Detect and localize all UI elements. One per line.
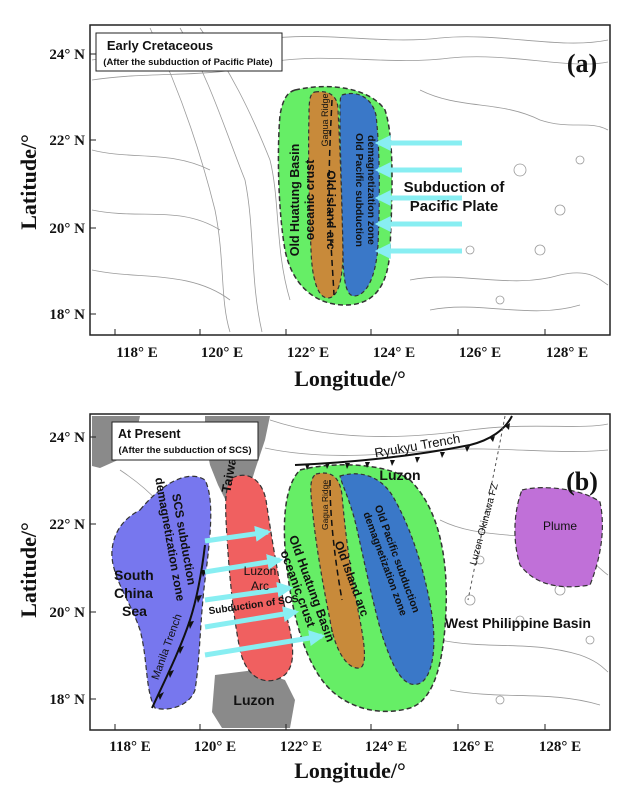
subduction-arrow (204, 581, 294, 603)
panel-b: South China Sea Manila Trench SCS subduc… (16, 413, 611, 783)
panel-a-y-ticks: 24° N 22° N 20° N 18° N (49, 47, 96, 323)
y-tick-label: 20° N (49, 605, 85, 621)
panel-a-huatung-label-2: oceanic crust (303, 159, 317, 240)
panel-b-title: At Present (118, 427, 181, 441)
scs-label-3: Sea (122, 603, 147, 619)
panel-b-subduction-arrows (204, 525, 326, 658)
x-tick-label: 118° E (116, 345, 157, 361)
luzon-land-label: Luzon (233, 692, 274, 708)
x-tick-label: 122° E (287, 345, 329, 361)
west-philippine-basin-label: West Philippine Basin (445, 615, 591, 631)
panel-b-y-axis-title: Latitude/° (16, 522, 41, 618)
panel-a-subduction-label-1: Subduction of (404, 179, 506, 196)
panel-a-tag: (a) (567, 49, 597, 78)
y-tick-label: 18° N (49, 692, 85, 708)
luzon-arc-label-2: Arc (251, 579, 269, 593)
panel-a-island-arc-label: Old island arc (324, 170, 338, 250)
subduction-arrow (204, 525, 272, 544)
panel-a-x-axis-title: Longitude/° (294, 366, 406, 391)
panel-a-pacific-label-2: demagnetization zone (365, 135, 377, 245)
panel-a-island-arc (308, 90, 344, 299)
panel-a-subduction-label-2: Pacific Plate (410, 198, 498, 215)
luzon-okinawa-fz-line (467, 415, 506, 601)
y-tick-label: 22° N (49, 133, 85, 149)
panel-a-y-axis-title: Latitude/° (16, 134, 41, 230)
panel-a-title: Early Cretaceous (107, 38, 213, 53)
panel-a-subtitle: (After the subduction of Pacific Plate) (103, 57, 272, 68)
plume-label: Plume (543, 519, 577, 533)
panel-b-gagua-ridge-line (329, 479, 343, 601)
x-tick-label: 124° E (365, 739, 407, 755)
subduction-arrow (204, 554, 284, 575)
x-tick-label: 126° E (452, 739, 494, 755)
y-tick-label: 24° N (49, 47, 85, 63)
scs-demagnetization-zone (111, 475, 212, 710)
panel-a-x-ticks: 118° E 120° E 122° E 124° E 126° E 128° … (114, 329, 588, 361)
panel-a-huatung-label-1: Old Huatung Basin (288, 144, 302, 257)
panel-a-gagua-label: Gagua Ridge (320, 93, 330, 146)
panel-a-title-box (95, 32, 283, 72)
panel-a: Old Huatung Basin oceanic crust Gagua Ri… (16, 24, 611, 391)
subduction-arrow (204, 630, 326, 658)
panel-a-pacific-label-1: Old Pacific subduction (353, 133, 365, 247)
ryukyu-luzon-trench-line (294, 415, 513, 466)
panel-b-x-ticks: 118° E 120° E 122° E 124° E 126° E 128° … (109, 724, 581, 755)
ryukyu-trench-teeth (305, 423, 510, 470)
panel-b-x-axis-title: Longitude/° (294, 758, 406, 783)
panel-b-title-box (111, 421, 259, 461)
x-tick-label: 122° E (280, 739, 322, 755)
panel-a-pacific-zone (339, 93, 380, 297)
manila-trench-line (151, 544, 206, 709)
x-tick-label: 120° E (201, 345, 243, 361)
x-tick-label: 128° E (546, 345, 588, 361)
x-tick-label: 124° E (373, 345, 415, 361)
subduction-arrow (204, 606, 300, 630)
y-tick-label: 22° N (49, 517, 85, 533)
y-tick-label: 20° N (49, 221, 85, 237)
x-tick-label: 126° E (459, 345, 501, 361)
x-tick-label: 128° E (539, 739, 581, 755)
luzon-arc-zone (225, 474, 294, 682)
panel-b-tag: (b) (566, 467, 598, 496)
y-tick-label: 18° N (49, 307, 85, 323)
panel-b-gagua-label: Gagua Ridge (320, 480, 330, 530)
x-tick-label: 118° E (109, 739, 150, 755)
manila-trench-teeth (158, 570, 207, 700)
plume-zone (514, 487, 603, 588)
y-tick-label: 24° N (49, 430, 85, 446)
panel-b-subtitle: (After the subduction of SCS) (119, 445, 252, 456)
scs-label-2: China (114, 585, 153, 601)
luzon-land (212, 670, 295, 728)
panel-b-y-ticks: 24° N 22° N 20° N 18° N (49, 430, 96, 708)
luzon-arc-label-1: Luzon (244, 564, 277, 578)
x-tick-label: 120° E (194, 739, 236, 755)
panel-a-subduction-arrows (374, 134, 462, 260)
panel-b-pacific-zone (339, 473, 435, 685)
luzon-trench-label: Luzon (379, 467, 420, 483)
panel-a-gagua-ridge-line (328, 99, 335, 296)
scs-label-1: South (114, 567, 154, 583)
